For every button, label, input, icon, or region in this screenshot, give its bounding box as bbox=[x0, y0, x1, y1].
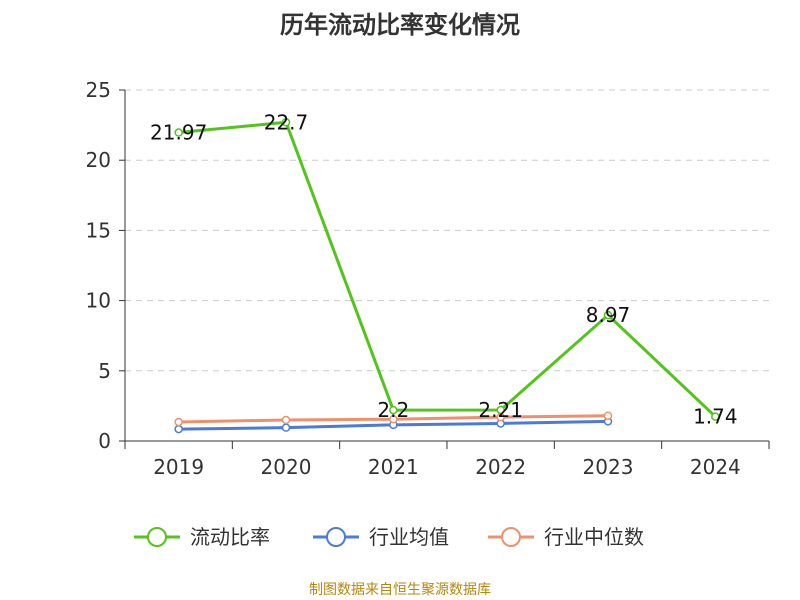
legend-marker bbox=[326, 527, 346, 547]
x-tick-label: 2020 bbox=[261, 455, 312, 479]
x-tick-label: 2019 bbox=[153, 455, 204, 479]
series-group bbox=[174, 118, 720, 434]
chart-title: 历年流动比率变化情况 bbox=[280, 11, 520, 39]
x-tick-label: 2022 bbox=[475, 455, 526, 479]
data-point bbox=[174, 424, 183, 434]
data-point bbox=[174, 128, 183, 137]
data-label: 2.21 bbox=[478, 398, 523, 422]
legend-label: 行业均值 bbox=[369, 525, 449, 549]
data-point bbox=[281, 118, 291, 127]
x-tick-label: 2023 bbox=[583, 455, 634, 479]
legend-marker bbox=[501, 527, 521, 547]
data-point bbox=[389, 405, 398, 415]
source-note: 制图数据来自恒生聚源数据库 bbox=[309, 582, 491, 598]
x-tick-label: 2024 bbox=[690, 455, 741, 479]
data-label: 2.2 bbox=[377, 398, 409, 422]
data-point bbox=[711, 412, 720, 421]
data-point bbox=[281, 415, 291, 425]
legend-label: 流动比率 bbox=[190, 525, 270, 549]
data-point bbox=[603, 411, 613, 420]
legend: 流动比率 行业均值 行业中位数 bbox=[134, 525, 644, 549]
y-tick-label: 5 bbox=[98, 359, 111, 383]
gridlines bbox=[125, 89, 769, 372]
data-point bbox=[496, 405, 505, 415]
data-point bbox=[281, 423, 291, 432]
x-tick-label: 2021 bbox=[368, 455, 419, 479]
data-labels: 21.97 22.7 2.2 2.21 8.97 1.74 bbox=[150, 110, 738, 428]
legend-marker bbox=[147, 527, 167, 547]
y-tick-label: 20 bbox=[86, 148, 111, 172]
data-point bbox=[174, 417, 183, 427]
data-point bbox=[389, 414, 398, 424]
data-point bbox=[603, 310, 613, 320]
y-tick-label: 25 bbox=[86, 78, 111, 102]
data-label: 8.97 bbox=[586, 303, 631, 327]
data-label: 21.97 bbox=[150, 121, 207, 145]
y-tick-label: 15 bbox=[86, 218, 111, 242]
series-line-0 bbox=[178, 120, 717, 418]
data-label: 1.74 bbox=[693, 405, 738, 429]
y-tick-label: 10 bbox=[86, 289, 111, 313]
data-label: 22.7 bbox=[264, 110, 309, 134]
y-tick-label: 0 bbox=[98, 429, 111, 453]
legend-label: 行业中位数 bbox=[544, 525, 644, 549]
axes: 0 5 10 15 20 25 2019 2020 2021 2022 2023 2024 bbox=[86, 78, 770, 479]
